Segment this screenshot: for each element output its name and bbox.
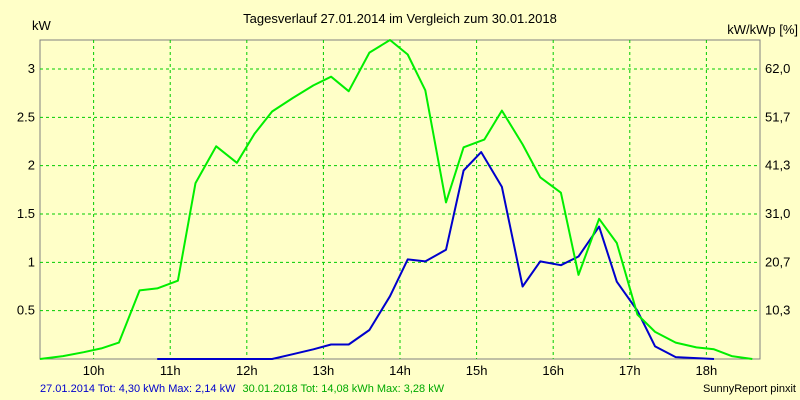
x-tick-label: 11h [160, 363, 181, 378]
footer-green-series-text: 30.01.2018 Tot: 14,08 kWh Max: 3,28 kW [243, 383, 445, 395]
y-axis-right-label: kW/kWp [%] [727, 22, 798, 37]
x-tick-label: 13h [313, 363, 335, 378]
y-axis-left-label: kW [32, 18, 52, 33]
y-tick-label-left: 3 [28, 61, 35, 76]
y-tick-label-left: 2.5 [17, 109, 35, 124]
y-tick-label-right: 31,0 [765, 206, 790, 221]
y-tick-label-left: 2 [28, 158, 35, 173]
x-tick-label: 17h [619, 363, 641, 378]
y-tick-label-left: 0.5 [17, 303, 35, 318]
series-lines [39, 39, 753, 360]
grid [40, 40, 760, 359]
y-tick-label-right: 41,3 [765, 158, 790, 173]
chart-title: Tagesverlauf 27.01.2014 im Vergleich zum… [243, 11, 557, 26]
footer-blue-series-text: 27.01.2014 Tot: 4,30 kWh Max: 2,14 kW [40, 383, 236, 395]
series-line-2018 [39, 39, 753, 360]
x-tick-label: 16h [542, 363, 564, 378]
y-tick-label-right: 62,0 [765, 61, 790, 76]
y-tick-label-right: 10,3 [765, 303, 790, 318]
y-tick-label-left: 1.5 [17, 206, 35, 221]
y-tick-label-right: 20,7 [765, 254, 790, 269]
footer-source: SunnyReport pinxit [703, 383, 796, 395]
x-tick-label: 18h [696, 363, 718, 378]
footer-legend: 27.01.2014 Tot: 4,30 kWh Max: 2,14 kW 30… [40, 383, 445, 395]
x-tick-label: 15h [466, 363, 488, 378]
y-tick-label-right: 51,7 [765, 109, 790, 124]
x-tick-label: 12h [236, 363, 258, 378]
tick-labels: 10h 11h 12h 13h 14h 15h 16h 17h 18h 0.5 10,3 1 20,7 1… [17, 61, 790, 378]
series-line-2014 [157, 151, 715, 360]
x-tick-label: 14h [389, 363, 411, 378]
y-tick-label-left: 1 [28, 254, 35, 269]
x-tick-label: 10h [83, 363, 105, 378]
